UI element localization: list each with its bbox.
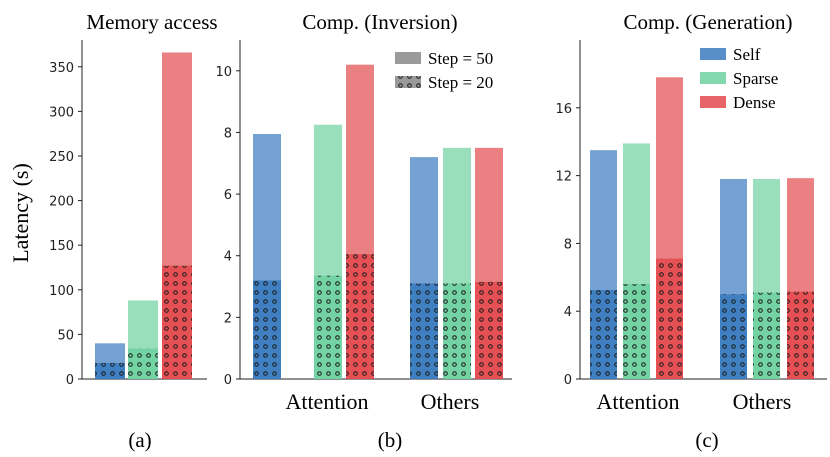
chart-title: Memory access [86,10,217,34]
y-tick-label: 300 [49,105,74,120]
y-tick-label: 350 [49,61,74,76]
bar-self-step20-hatch [590,290,617,379]
bar-sparse-step20-hatch [128,348,158,379]
bar-self-step20-hatch [720,294,747,379]
y-tick-label: 2 [224,311,232,326]
bar-self-step20-hatch [95,362,125,379]
chart-panel-2: Comp. (Inversion) (b) 0 2 4 6 8 10 Attention Othe… [215,10,512,452]
legend-label: Step = 50 [428,49,493,68]
chart-title: Comp. (Generation) [623,10,792,34]
y-tick-label: 200 [49,195,74,210]
y-tick-label: 6 [224,188,232,203]
bar-dense-step20-hatch [475,281,503,379]
y-tick-label: 50 [57,328,74,343]
bar-self-step20-hatch [410,283,438,379]
bar-sparse-step20-hatch [623,284,650,379]
group-label-attention: Attention [596,389,679,414]
legend-label: Self [733,45,761,64]
chart-panel-3: Comp. (Generation) (c) 0 4 8 12 16 Attention Oth… [555,10,827,452]
y-tick-label: 4 [224,250,232,265]
legend-swatch-self [700,48,726,60]
legend-label: Step = 20 [428,73,493,92]
y-tick-label: 12 [555,170,572,185]
y-axis-label: Latency (s) [8,163,33,263]
chart-caption: (c) [695,428,718,452]
group-label-attention: Attention [285,389,368,414]
y-tick-label: 16 [555,102,572,117]
y-tick-label: 10 [215,65,232,80]
y-tick-label: 150 [49,239,74,254]
chart-caption: (b) [378,428,403,452]
bar-sparse-step20-hatch [314,275,342,379]
bar-sparse-step20-hatch [443,283,471,379]
y-tick-label: 0 [564,373,572,388]
chart-panel-1: Memory access (a) 0 50 100 150 200 250 300 350 [49,10,217,452]
y-tick-label: 0 [224,373,232,388]
legend-swatch-sparse [700,72,726,84]
bar-sparse-step20-hatch [753,292,780,379]
group-label-others: Others [421,389,480,414]
y-tick-label: 8 [224,126,232,141]
bar-dense-step20-hatch [787,291,814,379]
y-tick-label: 0 [66,373,74,388]
chart-caption: (a) [128,428,151,452]
legend-label: Dense [733,93,775,112]
bar-dense-step20-hatch [656,258,683,379]
legend-swatch-dense [700,96,726,108]
bar-dense-step20-hatch [162,265,192,379]
chart-title: Comp. (Inversion) [302,10,457,34]
bar-dense-step20-hatch [346,254,374,379]
y-tick-label: 4 [564,305,572,320]
legend-swatch-solid [395,52,421,64]
y-tick-label: 250 [49,150,74,165]
y-tick-label: 8 [564,237,572,252]
legend-label: Sparse [733,69,778,88]
legend-swatch-hatch [395,76,421,88]
group-label-others: Others [733,389,792,414]
y-tick-label: 100 [49,284,74,299]
bar-self-step20-hatch [253,280,281,379]
